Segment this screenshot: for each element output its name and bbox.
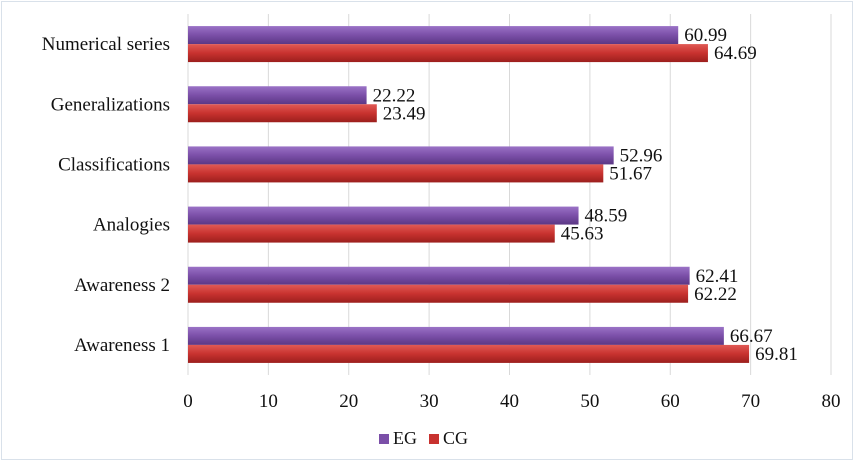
legend: EG CG	[379, 428, 468, 448]
x-tick-label: 20	[339, 391, 358, 412]
x-tick-labels: 0 10 20 30 40 50 60 70 80	[183, 391, 840, 412]
x-tick-label: 10	[259, 391, 278, 412]
data-label: 51.67	[609, 163, 652, 184]
bars	[188, 26, 750, 363]
gridlines	[187, 14, 832, 375]
x-tick-label: 0	[183, 391, 193, 412]
legend-label: CG	[443, 428, 468, 448]
legend-swatch	[379, 434, 389, 444]
data-label: 52.96	[620, 145, 663, 166]
data-label: 62.41	[696, 266, 739, 287]
data-label: 23.49	[383, 103, 426, 124]
x-tick-label: 50	[580, 391, 599, 412]
bar	[188, 104, 377, 123]
bar	[188, 206, 579, 225]
x-tick-label: 70	[741, 391, 760, 412]
bar	[188, 146, 614, 165]
data-label: 22.22	[373, 85, 416, 106]
legend-swatch	[429, 434, 439, 444]
bar	[188, 224, 555, 243]
category-label: Analogies	[93, 215, 170, 236]
data-label: 45.63	[561, 224, 604, 245]
data-label: 69.81	[755, 344, 798, 365]
x-tick-label: 40	[500, 391, 519, 412]
data-label: 64.69	[714, 43, 757, 64]
data-label: 66.67	[730, 326, 773, 347]
category-labels: Awareness 1 Awareness 2 Analogies Classific…	[42, 34, 170, 356]
data-label: 60.99	[684, 25, 727, 46]
x-tick-label: 30	[420, 391, 439, 412]
data-label: 48.59	[585, 206, 628, 227]
bar	[188, 164, 604, 183]
bar	[188, 44, 708, 63]
data-label: 62.22	[694, 284, 737, 305]
category-label: Awareness 1	[74, 335, 170, 356]
bar	[188, 266, 690, 285]
category-label: Awareness 2	[74, 275, 170, 296]
category-label: Generalizations	[51, 94, 170, 115]
bar	[188, 26, 679, 45]
bar	[188, 284, 689, 303]
category-label: Classifications	[58, 154, 170, 175]
category-label: Numerical series	[42, 34, 170, 55]
bar	[188, 344, 750, 363]
x-tick-label: 80	[822, 391, 841, 412]
x-tick-label: 60	[661, 391, 680, 412]
legend-label: EG	[393, 428, 417, 448]
bar	[188, 86, 367, 105]
bar	[188, 326, 724, 345]
